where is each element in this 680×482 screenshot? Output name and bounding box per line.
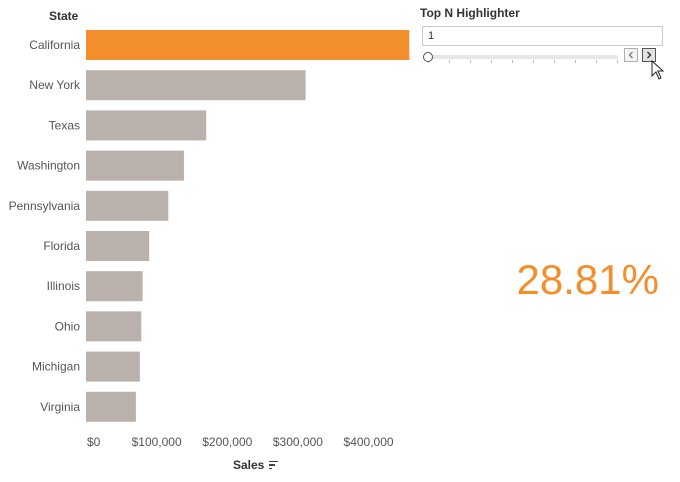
bar-virginia[interactable] (86, 391, 136, 422)
category-label: New York (29, 78, 81, 92)
bar-ohio[interactable] (86, 311, 142, 342)
chevron-left-icon (628, 51, 633, 59)
category-label: Washington (17, 159, 80, 173)
category-label: Texas (49, 118, 80, 132)
slider-tick (449, 60, 450, 63)
slider-tick (554, 60, 555, 63)
x-axis-label: Sales (233, 458, 265, 472)
kpi-percent-value: 28.81% (516, 256, 659, 303)
next-step-button[interactable] (642, 48, 656, 62)
category-label: Pennsylvania (9, 199, 81, 213)
x-tick-label: $300,000 (273, 435, 323, 449)
x-tick-label: $0 (87, 435, 101, 449)
bar-california[interactable] (86, 30, 410, 60)
x-axis-title: Sales (233, 458, 279, 472)
category-label: Florida (43, 239, 80, 253)
x-tick-label: $400,000 (344, 435, 394, 449)
row-header-state: State (49, 9, 79, 23)
parameter-title: Top N Highlighter (420, 6, 520, 20)
category-label: California (29, 38, 80, 52)
slider-tick (575, 60, 576, 63)
category-label: Michigan (32, 360, 80, 374)
bar-washington[interactable] (86, 150, 184, 181)
slider-tick (470, 60, 471, 63)
sales-bar-chart: California New York Texas Washington Pennsyl… (9, 30, 410, 449)
bar-texas[interactable] (86, 110, 207, 141)
parameter-slider-thumb[interactable] (423, 52, 433, 62)
sort-descending-icon[interactable] (269, 460, 279, 470)
category-label: Ohio (55, 319, 81, 333)
x-tick-label: $100,000 (132, 435, 182, 449)
parameter-slider-track[interactable] (428, 55, 618, 59)
category-label: Virginia (40, 400, 80, 414)
slider-tick (596, 60, 597, 63)
slider-tick (491, 60, 492, 63)
previous-step-button[interactable] (624, 48, 638, 62)
slider-tick (512, 60, 513, 63)
bar-michigan[interactable] (86, 351, 140, 382)
mouse-pointer-icon (651, 60, 665, 80)
parameter-value-input[interactable]: 1 (422, 26, 663, 46)
bar-pennsylvania[interactable] (86, 190, 169, 221)
chevron-right-icon (647, 51, 652, 59)
bar-illinois[interactable] (86, 271, 143, 302)
x-tick-label: $200,000 (202, 435, 252, 449)
slider-tick (533, 60, 534, 63)
slider-tick (617, 60, 618, 63)
category-label: Illinois (47, 279, 80, 293)
bar-new-york[interactable] (86, 70, 306, 101)
bar-florida[interactable] (86, 231, 150, 261)
